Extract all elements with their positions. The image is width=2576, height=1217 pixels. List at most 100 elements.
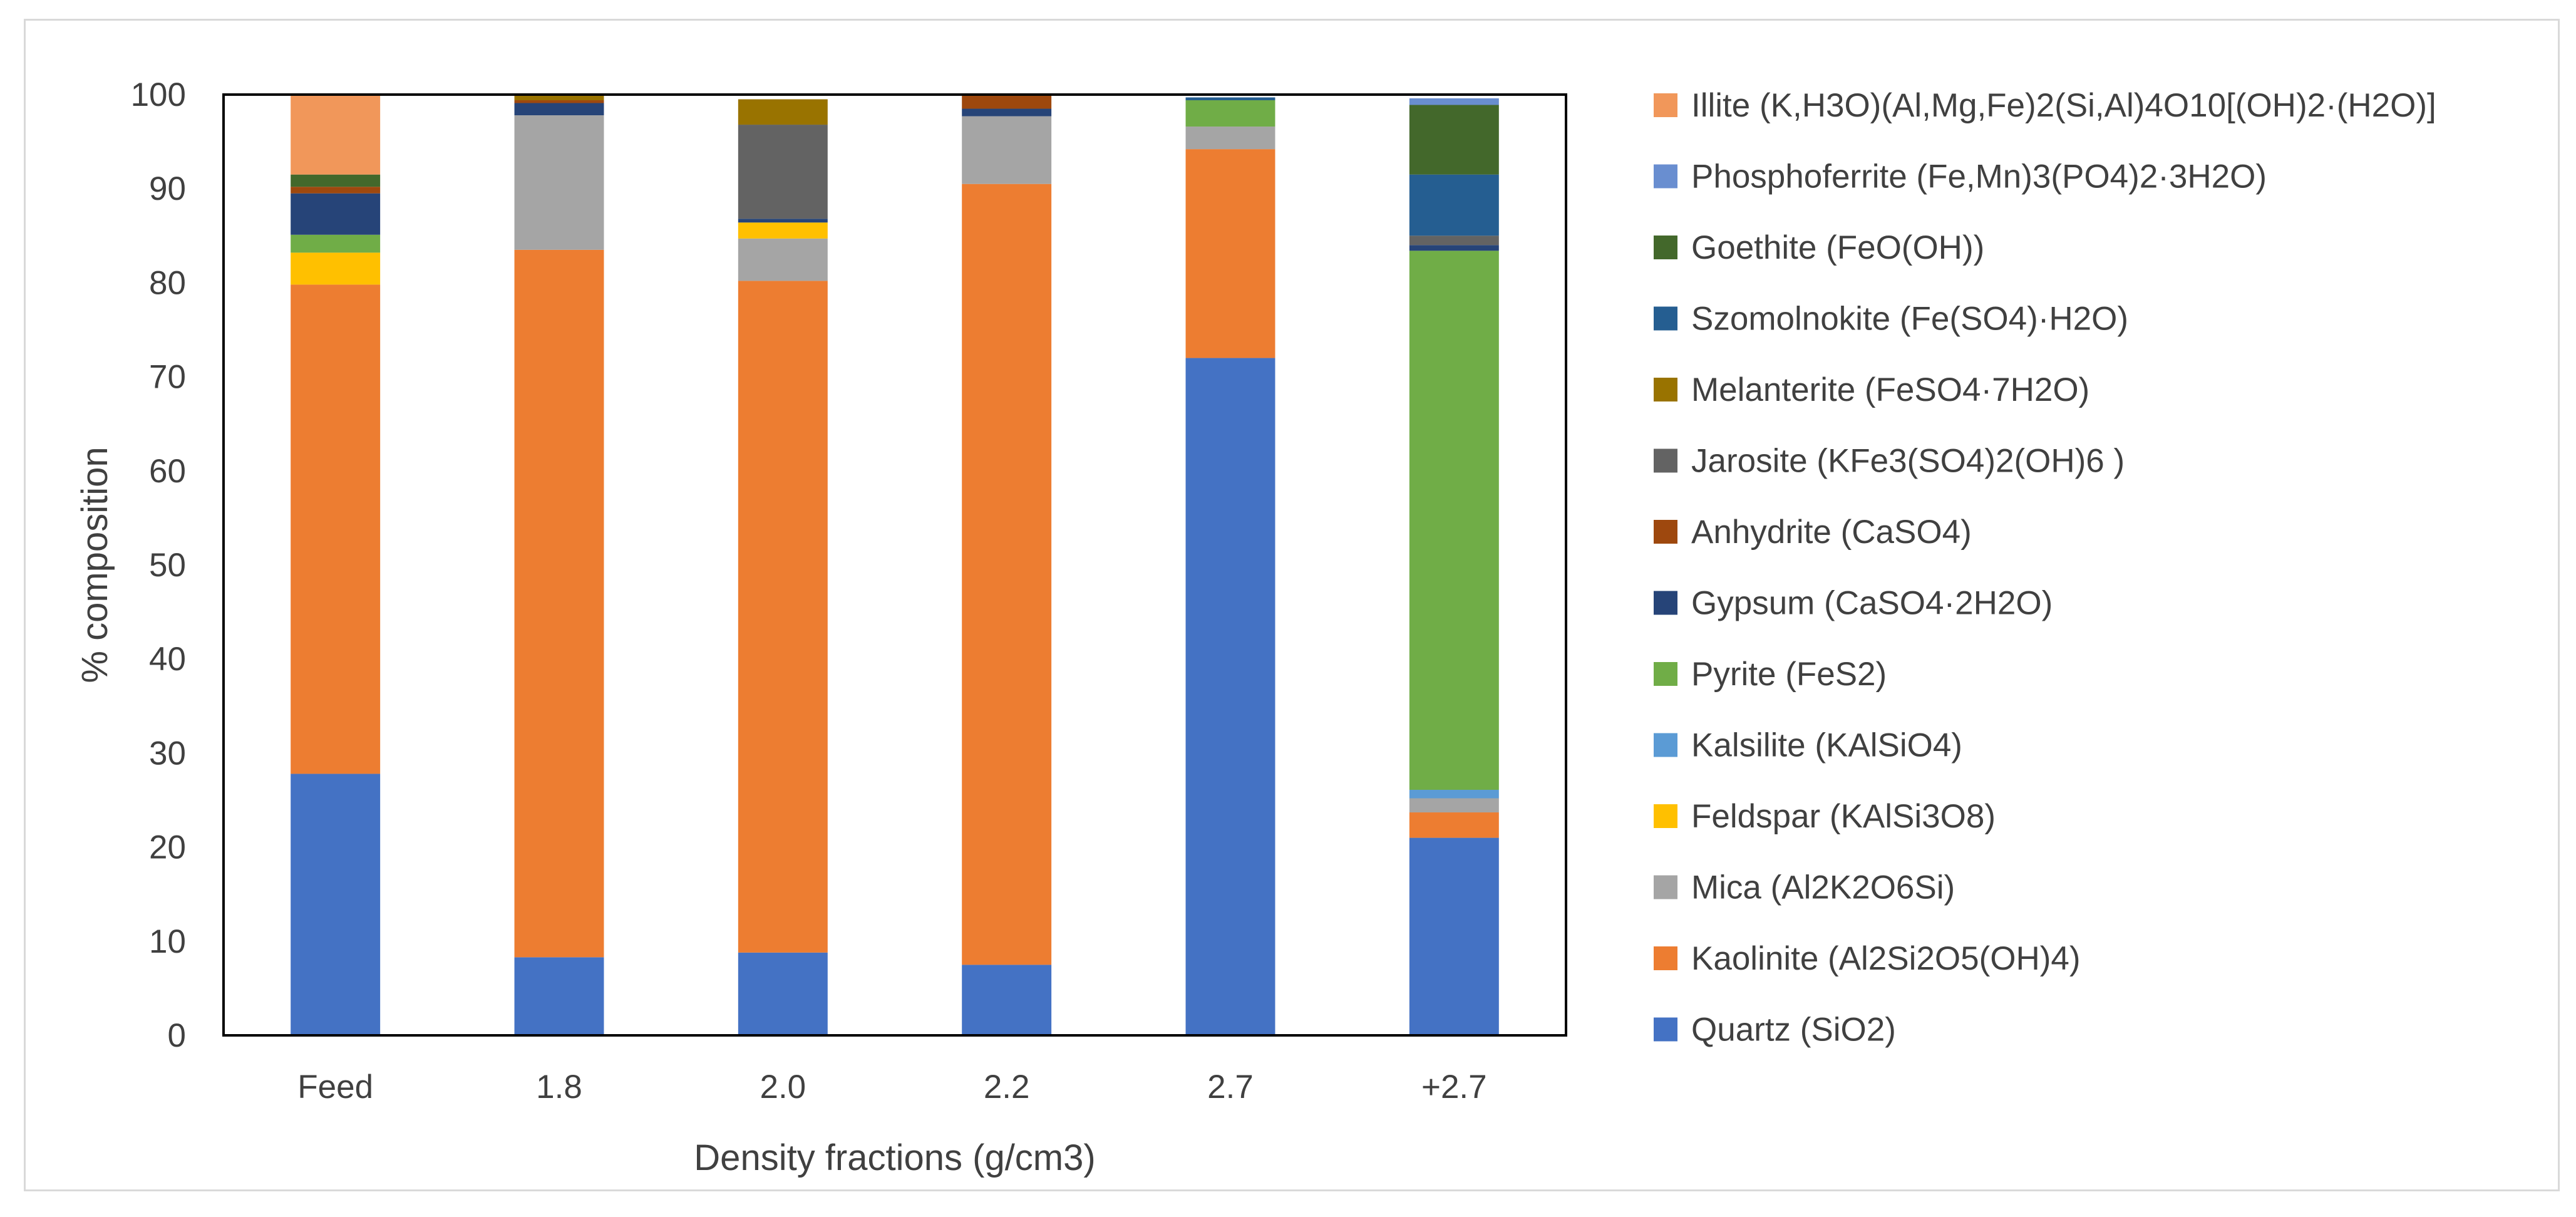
plot-area-border — [222, 93, 1567, 1037]
stacked-bar-chart: 0 10 20 30 40 50 60 70 80 90 100 Feed 1.8 2.0 2.2 2.7 +… — [75, 76, 2436, 1178]
legend-swatch — [1654, 93, 1677, 117]
legend-item: Szomolnokite (Fe(SO4)·H2O) — [1654, 301, 2128, 338]
x-tick-label: +2.7 — [1421, 1069, 1487, 1106]
bar-segment — [514, 957, 604, 1035]
legend-label: Feldspar (KAlSi3O8) — [1691, 798, 1996, 835]
legend-label: Anhydrite (CaSO4) — [1691, 514, 1972, 551]
legend-swatch — [1654, 164, 1677, 189]
legend-item: Melanterite (FeSO4·7H2O) — [1654, 371, 2089, 408]
bar-segment — [291, 252, 381, 285]
legend-swatch — [1654, 733, 1677, 757]
y-tick-label: 20 — [149, 829, 186, 866]
bar-segment — [738, 952, 828, 1035]
bar-segment — [962, 965, 1052, 1035]
bar-segment — [514, 249, 604, 958]
x-tick-label: 2.0 — [760, 1069, 806, 1106]
bar-segment — [962, 95, 1052, 109]
legend-item: Feldspar (KAlSi3O8) — [1654, 798, 1996, 835]
bar-segment — [1409, 105, 1499, 175]
y-tick-label: 80 — [149, 264, 186, 301]
x-tick-label: 2.2 — [984, 1069, 1030, 1106]
y-tick-label: 30 — [149, 735, 186, 772]
legend-label: Pyrite (FeS2) — [1691, 656, 1887, 693]
bar-segment — [291, 284, 381, 774]
legend-label: Mica (Al2K2O6Si) — [1691, 869, 1955, 906]
legend-label: Phosphoferrite (Fe,Mn)3(PO4)2·3H2O) — [1691, 158, 2267, 195]
bar-segment — [1409, 98, 1499, 105]
bar-segment — [291, 234, 381, 253]
legend-swatch — [1654, 875, 1677, 899]
bar-segment — [738, 99, 828, 125]
legend: Illite (K,H3O)(Al,Mg,Fe)2(Si,Al)4O10[(OH… — [1654, 87, 2436, 1049]
bar-segment — [1185, 127, 1275, 150]
bar-segment — [1409, 812, 1499, 838]
bar-segment — [1409, 236, 1499, 246]
legend-swatch — [1654, 236, 1677, 259]
bar-segment — [291, 187, 381, 194]
y-tick-label: 90 — [149, 170, 186, 207]
y-tick-label: 60 — [149, 453, 186, 490]
legend-item: Anhydrite (CaSO4) — [1654, 514, 1972, 551]
legend-label: Goethite (FeO(OH)) — [1691, 229, 1984, 266]
bar-segment — [962, 184, 1052, 965]
x-tick-label: 2.7 — [1207, 1069, 1254, 1106]
legend-item: Goethite (FeO(OH)) — [1654, 229, 1984, 266]
bar-segment — [1409, 251, 1499, 790]
y-tick-label: 10 — [149, 923, 186, 960]
y-tick-label: 50 — [149, 547, 186, 584]
bar-segment — [514, 95, 604, 101]
legend-swatch — [1654, 448, 1677, 473]
bar-segment — [1409, 798, 1499, 813]
y-tick-label: 70 — [149, 359, 186, 396]
legend-swatch — [1654, 946, 1677, 970]
bar-segment — [738, 281, 828, 953]
bar-segment — [291, 95, 381, 175]
legend-item: Kaolinite (Al2Si2O5(OH)4) — [1654, 940, 2081, 977]
legend-swatch — [1654, 1017, 1677, 1042]
legend-label: Kaolinite (Al2Si2O5(OH)4) — [1691, 940, 2081, 977]
x-tick-label: 1.8 — [536, 1069, 582, 1106]
bar-segment — [514, 115, 604, 250]
y-axis-ticks: 0 10 20 30 40 50 60 70 80 90 100 — [131, 76, 186, 1054]
legend-item: Gypsum (CaSO4·2H2O) — [1654, 585, 2053, 622]
y-tick-label: 0 — [168, 1017, 186, 1054]
bar-segment — [291, 174, 381, 187]
bar-segment — [1409, 837, 1499, 1035]
bar-segment — [291, 774, 381, 1035]
y-axis-title: % composition — [75, 447, 115, 683]
bar-segment — [962, 116, 1052, 184]
bar-segment — [738, 219, 828, 223]
bar-segment — [1409, 174, 1499, 236]
legend-label: Jarosite (KFe3(SO4)2(OH)6 ) — [1691, 443, 2125, 480]
bars-layer — [291, 95, 1499, 1035]
bar-segment — [962, 108, 1052, 117]
bar-segment — [1409, 245, 1499, 251]
legend-label: Melanterite (FeSO4·7H2O) — [1691, 371, 2089, 408]
bar-segment — [1185, 97, 1275, 101]
bar-segment — [514, 103, 604, 116]
legend-label: Illite (K,H3O)(Al,Mg,Fe)2(Si,Al)4O10[(OH… — [1691, 87, 2436, 124]
legend-item: Pyrite (FeS2) — [1654, 656, 1887, 693]
legend-swatch — [1654, 591, 1677, 615]
legend-item: Phosphoferrite (Fe,Mn)3(PO4)2·3H2O) — [1654, 158, 2267, 195]
x-axis-ticks: Feed 1.8 2.0 2.2 2.7 +2.7 — [297, 1069, 1486, 1106]
bar-segment — [514, 100, 604, 103]
legend-label: Gypsum (CaSO4·2H2O) — [1691, 585, 2053, 622]
legend-label: Szomolnokite (Fe(SO4)·H2O) — [1691, 301, 2128, 338]
bar-segment — [1185, 100, 1275, 127]
legend-label: Kalsilite (KAlSiO4) — [1691, 727, 1962, 764]
bar-segment — [291, 193, 381, 235]
bar-segment — [738, 125, 828, 219]
legend-swatch — [1654, 378, 1677, 401]
legend-item: Mica (Al2K2O6Si) — [1654, 869, 1955, 906]
bar-segment — [1185, 149, 1275, 358]
bar-segment — [738, 222, 828, 239]
legend-swatch — [1654, 520, 1677, 544]
legend-item: Kalsilite (KAlSiO4) — [1654, 727, 1962, 764]
x-axis-title: Density fractions (g/cm3) — [694, 1137, 1095, 1178]
bar-segment — [738, 238, 828, 281]
x-tick-label: Feed — [297, 1069, 373, 1106]
bar-segment — [1409, 789, 1499, 799]
legend-item: Quartz (SiO2) — [1654, 1012, 1896, 1049]
legend-item: Jarosite (KFe3(SO4)2(OH)6 ) — [1654, 443, 2125, 480]
